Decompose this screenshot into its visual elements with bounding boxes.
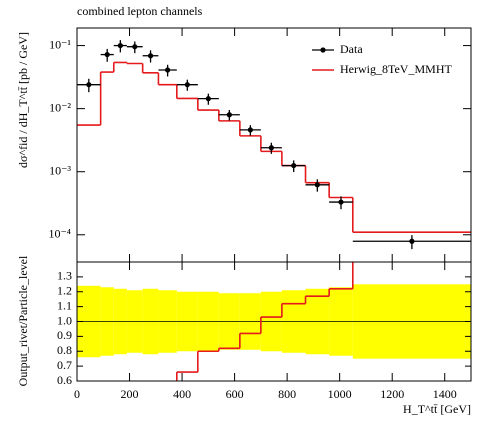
data-point <box>226 112 232 118</box>
x-tick-label: 1400 <box>433 387 457 401</box>
data-point <box>314 182 320 188</box>
data-point <box>268 145 274 151</box>
x-tick-label: 1000 <box>328 387 352 401</box>
x-tick-label: 800 <box>278 387 296 401</box>
data-point <box>132 44 138 50</box>
x-tick-label: 1200 <box>380 387 404 401</box>
y-tick-label: 1.2 <box>57 284 72 298</box>
data-point <box>147 53 154 59</box>
data-point <box>409 238 415 244</box>
y-tick-label: 10⁻¹ <box>49 37 71 51</box>
y-tick-label: 1.0 <box>57 313 72 327</box>
y-tick-label: 10⁻⁴ <box>48 227 71 241</box>
data-point <box>338 199 344 205</box>
y-tick-label: 1.3 <box>57 269 72 283</box>
y-tick-label: 0.6 <box>57 373 72 387</box>
y-tick-label: 10⁻² <box>49 100 71 114</box>
data-point <box>205 96 211 102</box>
data-point <box>104 51 110 58</box>
x-tick-label: 600 <box>226 387 244 401</box>
data-point <box>117 42 123 49</box>
data-point <box>291 162 297 169</box>
top-plot <box>77 40 471 250</box>
y-axis-label: dσ^fid / dH_T^tt̄ [pb / GeV] <box>16 32 30 168</box>
x-tick-label: 0 <box>74 387 80 401</box>
y-tick-label: 0.9 <box>57 328 72 342</box>
data-point <box>165 67 171 73</box>
y-tick-label: 1.1 <box>57 298 72 312</box>
x-tick-label: 200 <box>121 387 139 401</box>
legend-label: Data <box>340 42 363 56</box>
chart-title: combined lepton channels <box>77 4 203 18</box>
y-tick-label: 10⁻³ <box>49 163 71 177</box>
legend-marker <box>320 47 326 53</box>
data-point <box>184 82 190 88</box>
data-point <box>86 82 92 88</box>
ratio-axis-label: Output_rivet/Particle_level <box>16 255 30 386</box>
data-point <box>247 127 253 133</box>
ratio-frame <box>76 261 472 382</box>
ratio-plot <box>77 262 471 381</box>
legend-label: Herwig_8TeV_MMHT <box>340 62 452 76</box>
y-tick-label: 0.7 <box>57 358 72 372</box>
y-tick-label: 0.8 <box>57 343 72 357</box>
x-axis-label: H_T^tt̄ [GeV] <box>403 402 471 416</box>
x-tick-label: 400 <box>173 387 191 401</box>
